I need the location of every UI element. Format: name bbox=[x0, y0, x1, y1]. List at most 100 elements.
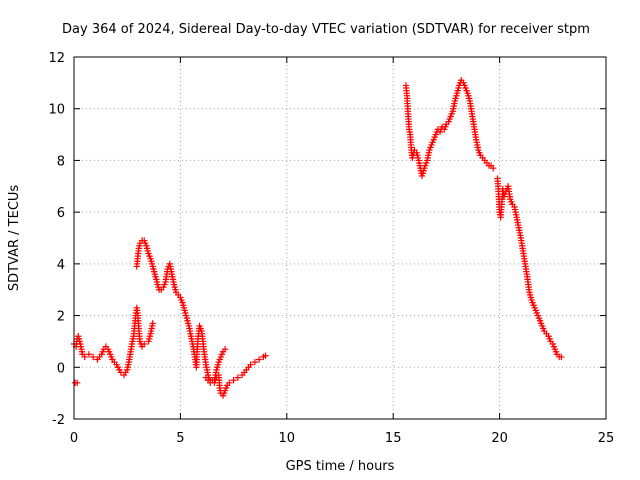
data-point bbox=[453, 92, 460, 99]
data-point bbox=[125, 358, 132, 366]
x-tick-label: 20 bbox=[491, 431, 508, 446]
data-point bbox=[451, 100, 458, 107]
data-point bbox=[470, 121, 477, 128]
data-point bbox=[427, 144, 434, 151]
data-point bbox=[218, 351, 226, 358]
data-point bbox=[148, 260, 156, 268]
y-tick-label: 0 bbox=[57, 361, 65, 376]
data-point bbox=[245, 364, 252, 371]
series-segment-1-outlier bbox=[71, 379, 81, 386]
data-point bbox=[448, 110, 455, 118]
y-tick-label: 8 bbox=[57, 154, 65, 169]
data-point bbox=[251, 358, 259, 366]
data-point bbox=[414, 154, 422, 162]
data-point bbox=[406, 128, 413, 136]
data-point bbox=[155, 283, 162, 291]
data-point bbox=[550, 343, 558, 350]
data-point bbox=[558, 353, 565, 361]
y-tick-label: 2 bbox=[57, 310, 65, 325]
data-point bbox=[517, 232, 524, 239]
data-point bbox=[172, 286, 179, 293]
data-point bbox=[262, 352, 269, 359]
data-point bbox=[446, 115, 453, 123]
data-point bbox=[89, 353, 97, 361]
data-point bbox=[78, 348, 86, 355]
y-tick-label: -2 bbox=[52, 413, 65, 428]
data-point bbox=[146, 333, 154, 340]
chart-title: Day 364 of 2024, Sidereal Day-to-day VTE… bbox=[62, 22, 590, 37]
data-point bbox=[476, 149, 483, 156]
series-segment-4 bbox=[226, 352, 269, 386]
data-point bbox=[182, 312, 190, 319]
data-point bbox=[535, 314, 543, 322]
data-point bbox=[525, 286, 533, 293]
data-point bbox=[217, 387, 224, 394]
data-point bbox=[212, 369, 220, 376]
data-point bbox=[523, 271, 531, 278]
data-point bbox=[230, 377, 237, 384]
data-point bbox=[111, 358, 118, 366]
data-point bbox=[168, 268, 175, 275]
data-point bbox=[234, 374, 242, 381]
data-point bbox=[255, 356, 263, 363]
data-point bbox=[153, 276, 160, 283]
data-point bbox=[161, 281, 168, 288]
data-point bbox=[76, 338, 83, 345]
data-point bbox=[197, 325, 204, 332]
series-segment-5 bbox=[402, 77, 497, 180]
data-point bbox=[222, 384, 230, 392]
data-point bbox=[81, 353, 88, 361]
x-tick-label: 5 bbox=[176, 431, 184, 446]
data-point bbox=[433, 128, 441, 136]
data-point bbox=[537, 320, 545, 327]
data-point bbox=[437, 126, 445, 133]
data-point bbox=[468, 108, 475, 115]
data-point bbox=[422, 159, 430, 167]
data-point bbox=[226, 379, 233, 386]
y-tick-label: 4 bbox=[57, 258, 65, 273]
data-point bbox=[425, 149, 433, 156]
data-point bbox=[457, 79, 464, 87]
data-point bbox=[508, 198, 515, 205]
y-tick-label: 6 bbox=[57, 206, 65, 221]
data-point bbox=[137, 340, 145, 348]
data-point bbox=[144, 247, 151, 255]
data-point bbox=[214, 361, 222, 368]
data-point bbox=[431, 133, 438, 141]
data-point bbox=[122, 369, 129, 376]
data-points bbox=[70, 77, 565, 399]
data-point bbox=[506, 193, 514, 200]
data-point bbox=[136, 242, 143, 249]
data-point bbox=[221, 345, 229, 353]
data-point bbox=[127, 345, 135, 353]
y-tick-label: 12 bbox=[48, 51, 65, 66]
data-point bbox=[455, 84, 462, 92]
plot-frame bbox=[73, 56, 607, 420]
data-point bbox=[204, 377, 212, 384]
data-point bbox=[187, 330, 194, 337]
data-point bbox=[204, 369, 211, 376]
data-point bbox=[216, 382, 223, 389]
data-point bbox=[521, 258, 528, 265]
data-point bbox=[142, 239, 149, 247]
x-tick-label: 15 bbox=[385, 431, 402, 446]
data-point bbox=[149, 322, 156, 330]
data-point bbox=[490, 164, 497, 172]
data-point bbox=[99, 348, 106, 355]
data-point bbox=[421, 164, 428, 172]
data-point bbox=[96, 353, 103, 361]
data-point bbox=[105, 348, 113, 355]
data-point bbox=[552, 348, 560, 355]
series-segment-2 bbox=[133, 237, 231, 399]
data-point bbox=[527, 294, 535, 301]
data-point bbox=[129, 335, 137, 343]
data-point bbox=[185, 320, 192, 327]
data-point bbox=[472, 133, 479, 141]
data-point bbox=[463, 87, 470, 94]
data-point bbox=[116, 366, 123, 374]
data-point bbox=[465, 95, 473, 102]
data-point bbox=[533, 309, 541, 317]
data-point bbox=[474, 144, 481, 151]
data-point bbox=[180, 304, 188, 312]
grid-lines bbox=[74, 57, 606, 419]
